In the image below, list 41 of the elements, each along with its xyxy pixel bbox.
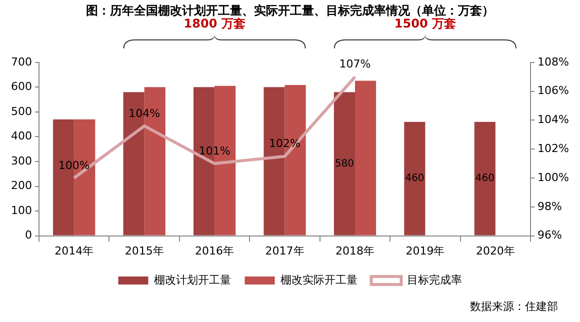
y2-tick-label: 106% — [538, 84, 570, 98]
x-tick-label: 2016年 — [195, 244, 234, 258]
y-tick-label: 200 — [10, 179, 32, 192]
bar — [474, 122, 496, 236]
y-tick-label: 0 — [24, 228, 32, 242]
data-label: 102% — [269, 137, 300, 150]
data-label: 580 — [334, 158, 354, 170]
legend-label: 棚改计划开工量 — [154, 273, 231, 286]
y-tick-label: 700 — [10, 55, 32, 68]
legend-label: 目标完成率 — [406, 273, 462, 286]
x-tick-label: 2015年 — [124, 244, 164, 258]
x-tick-label: 2020年 — [476, 244, 515, 258]
data-label: 104% — [128, 106, 160, 120]
y-tick-label: 100 — [10, 204, 32, 217]
y-tick-label: 500 — [10, 104, 32, 118]
y2-tick-label: 96% — [538, 228, 562, 242]
x-tick-label: 2017年 — [265, 244, 304, 258]
y2-tick-label: 102% — [538, 142, 570, 155]
y2-tick-label: 104% — [538, 113, 570, 126]
y-tick-label: 300 — [10, 154, 32, 168]
chart-title: 图：历年全国棚改计划开工量、实际开工量、目标完成率情况（单位：万套） — [86, 3, 494, 18]
x-tick-label: 2014年 — [54, 244, 94, 258]
legend-label: 棚改实际开工量 — [280, 273, 358, 286]
data-label: 460 — [405, 173, 424, 184]
bar — [404, 122, 426, 236]
text: 1800 万套 — [184, 16, 246, 31]
data-label: 101% — [198, 144, 230, 158]
x-tick-label: 2018年 — [335, 244, 374, 258]
y2-tick-label: 108% — [538, 55, 570, 68]
text: 1500 万套 — [394, 16, 456, 31]
data-label: 107% — [339, 58, 371, 71]
y-tick-label: 600 — [10, 80, 32, 94]
data-label: 460 — [475, 173, 494, 184]
source-note: 数据来源：住建部 — [470, 299, 558, 314]
data-label: 100% — [58, 158, 90, 172]
y2-tick-label: 98% — [538, 200, 562, 213]
y-tick-label: 400 — [10, 130, 32, 143]
x-tick-label: 2019年 — [406, 244, 445, 258]
y2-tick-label: 100% — [538, 170, 570, 184]
bar — [354, 80, 376, 236]
bar — [334, 92, 355, 236]
